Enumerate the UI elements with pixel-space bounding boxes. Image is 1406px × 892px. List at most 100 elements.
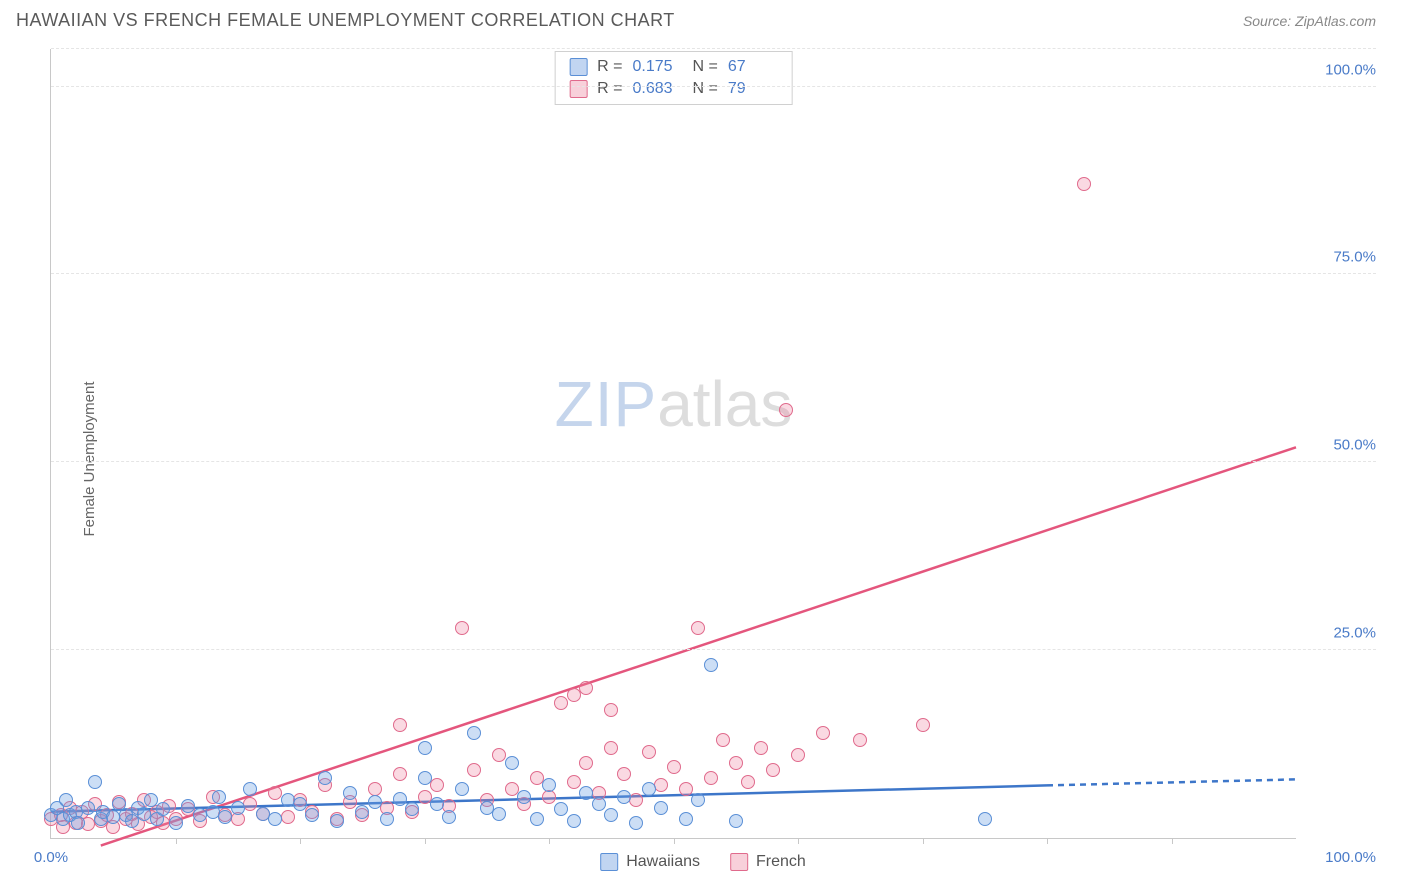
trendline-hawaiians-dash [1047, 779, 1296, 785]
r-value: 0.683 [633, 80, 683, 98]
gridline [51, 649, 1376, 650]
point-hawaiians [218, 810, 232, 824]
point-hawaiians [305, 808, 319, 822]
point-hawaiians [579, 786, 593, 800]
watermark-zip: ZIP [555, 368, 658, 440]
point-french [430, 778, 444, 792]
trendline-french [101, 447, 1296, 845]
point-hawaiians [592, 797, 606, 811]
point-hawaiians [617, 790, 631, 804]
gridline [51, 273, 1376, 274]
x-tick [1047, 838, 1048, 844]
point-hawaiians [554, 802, 568, 816]
point-french [716, 733, 730, 747]
chart-container: Female Unemployment ZIPatlas R = 0.175 N… [0, 39, 1406, 879]
x-tick [674, 838, 675, 844]
stats-row-french: R = 0.683 N = 79 [569, 78, 778, 100]
point-french [243, 797, 257, 811]
r-value: 0.175 [633, 58, 683, 76]
point-hawaiians [181, 799, 195, 813]
y-tick-label: 50.0% [1306, 437, 1376, 454]
point-hawaiians [293, 797, 307, 811]
x-tick [300, 838, 301, 844]
point-hawaiians [430, 797, 444, 811]
point-french [604, 703, 618, 717]
point-french [916, 718, 930, 732]
point-hawaiians [330, 814, 344, 828]
point-french [579, 681, 593, 695]
point-hawaiians [567, 814, 581, 828]
x-tick [1172, 838, 1173, 844]
n-label: N = [693, 80, 718, 98]
point-hawaiians [368, 795, 382, 809]
plot-area: ZIPatlas R = 0.175 N = 67 R = 0.683 N = … [50, 49, 1296, 839]
point-hawaiians [268, 812, 282, 826]
point-hawaiians [88, 775, 102, 789]
point-french [729, 756, 743, 770]
point-french [654, 778, 668, 792]
point-hawaiians [704, 658, 718, 672]
swatch-pink-icon [730, 853, 748, 871]
point-hawaiians [517, 790, 531, 804]
point-hawaiians [442, 810, 456, 824]
point-hawaiians [405, 802, 419, 816]
point-hawaiians [604, 808, 618, 822]
n-value: 79 [728, 80, 778, 98]
point-french [455, 621, 469, 635]
point-hawaiians [169, 816, 183, 830]
point-hawaiians [530, 812, 544, 826]
gridline [51, 86, 1376, 87]
n-value: 67 [728, 58, 778, 76]
gridline [51, 461, 1376, 462]
x-tick [549, 838, 550, 844]
point-french [604, 741, 618, 755]
point-french [679, 782, 693, 796]
x-tick [176, 838, 177, 844]
point-french [791, 748, 805, 762]
point-french [779, 403, 793, 417]
source-attribution: Source: ZipAtlas.com [1243, 13, 1376, 29]
point-french [766, 763, 780, 777]
point-hawaiians [505, 756, 519, 770]
x-tick [425, 838, 426, 844]
point-hawaiians [467, 726, 481, 740]
stats-box: R = 0.175 N = 67 R = 0.683 N = 79 [554, 51, 793, 105]
point-hawaiians [318, 771, 332, 785]
point-hawaiians [125, 814, 139, 828]
point-french [642, 745, 656, 759]
point-french [629, 793, 643, 807]
point-hawaiians [343, 786, 357, 800]
point-hawaiians [71, 816, 85, 830]
point-french [467, 763, 481, 777]
n-label: N = [693, 58, 718, 76]
swatch-blue-icon [569, 58, 587, 76]
point-french [579, 756, 593, 770]
point-hawaiians [455, 782, 469, 796]
legend-label: Hawaiians [626, 853, 700, 871]
r-label: R = [597, 80, 622, 98]
point-hawaiians [691, 793, 705, 807]
point-hawaiians [492, 807, 506, 821]
point-french [741, 775, 755, 789]
point-hawaiians [212, 790, 226, 804]
watermark: ZIPatlas [555, 367, 793, 441]
point-hawaiians [418, 741, 432, 755]
point-hawaiians [156, 802, 170, 816]
point-hawaiians [81, 801, 95, 815]
y-tick-label: 75.0% [1306, 249, 1376, 266]
point-hawaiians [642, 782, 656, 796]
swatch-pink-icon [569, 80, 587, 98]
stats-row-hawaiians: R = 0.175 N = 67 [569, 56, 778, 78]
point-french [567, 688, 581, 702]
point-hawaiians [418, 771, 432, 785]
point-french [554, 696, 568, 710]
point-hawaiians [542, 778, 556, 792]
point-french [393, 767, 407, 781]
point-french [704, 771, 718, 785]
x-tick [798, 838, 799, 844]
point-french [754, 741, 768, 755]
x-tick-label: 100.0% [1306, 849, 1376, 866]
point-hawaiians [144, 793, 158, 807]
point-french [281, 810, 295, 824]
r-label: R = [597, 58, 622, 76]
